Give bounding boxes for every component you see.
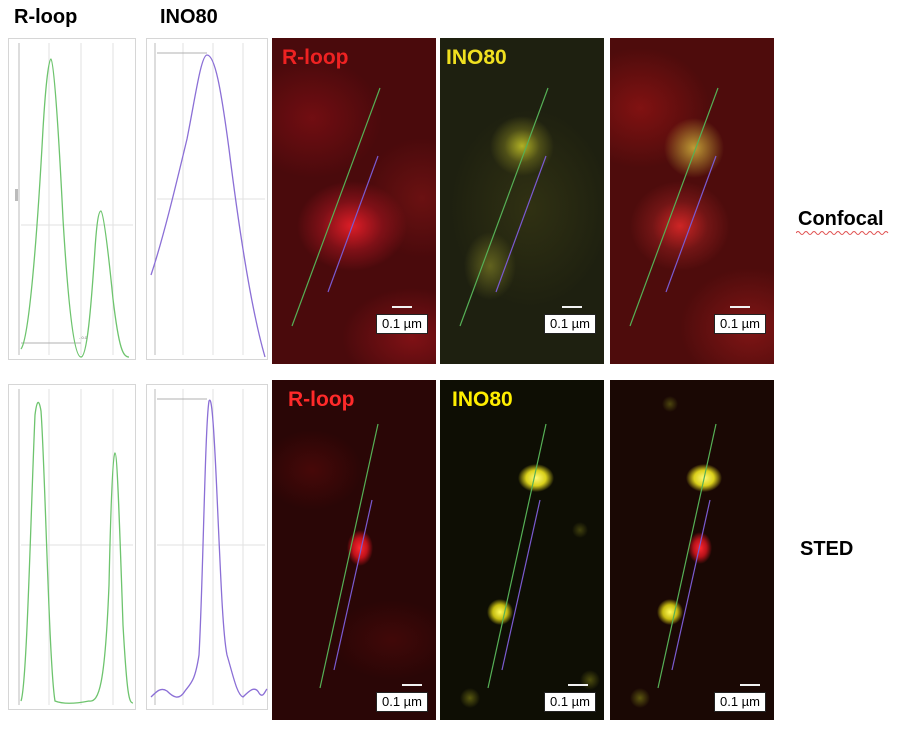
scale-bar (402, 684, 422, 686)
svg-text:- 0.0: - 0.0 (79, 335, 88, 340)
spellcheck-underline (796, 231, 889, 235)
profile-plot-ino80-sted (146, 384, 268, 710)
line-rois-confocal-merge (629, 87, 719, 327)
profile-plot-rloop-confocal: - 0.0 (8, 38, 136, 360)
header-rloop: R-loop (14, 6, 78, 28)
scale-label: 0.1 µm (544, 314, 597, 334)
micrograph-sted-rloop: R-loop 0.1 µm (272, 380, 436, 720)
micrograph-confocal-ino80: INO80 0.1 µm (440, 38, 604, 364)
profile-plot-rloop-sted (8, 384, 136, 710)
scale-label: 0.1 µm (376, 692, 429, 712)
line-rois-sted-rloop (319, 423, 379, 689)
profile-plot-rloop-sted-svg (18, 389, 134, 705)
micrograph-sted-ino80: INO80 0.1 µm (440, 380, 604, 720)
micrograph-confocal-merge: 0.1 µm (610, 38, 774, 364)
scale-label: 0.1 µm (714, 692, 767, 712)
row-label-sted: STED (800, 538, 854, 560)
channel-label-rloop: R-loop (288, 388, 355, 411)
scale-bar (730, 306, 750, 308)
line-rois-confocal-rloop (291, 87, 381, 327)
scale-label: 0.1 µm (714, 314, 767, 334)
scale-bar (392, 306, 412, 308)
profile-plot-rloop-confocal-svg: - 0.0 (15, 43, 133, 358)
line-rois-sted-ino80 (487, 423, 547, 689)
profile-plot-ino80-sted-svg (150, 389, 268, 705)
micrograph-sted-merge: 0.1 µm (610, 380, 774, 720)
line-rois-confocal-ino80 (459, 87, 549, 327)
channel-label-ino80: INO80 (452, 388, 513, 411)
scale-bar (562, 306, 582, 308)
scale-bar (740, 684, 760, 686)
micrograph-confocal-rloop: R-loop 0.1 µm (272, 38, 436, 364)
channel-label-rloop: R-loop (282, 46, 349, 69)
scale-bar (568, 684, 588, 686)
channel-label-ino80: INO80 (446, 46, 507, 69)
header-ino80: INO80 (160, 6, 218, 28)
line-rois-sted-merge (657, 423, 717, 689)
profile-plot-ino80-confocal-svg (150, 43, 266, 358)
row-label-confocal: Confocal (798, 208, 884, 230)
scale-label: 0.1 µm (544, 692, 597, 712)
profile-plot-ino80-confocal (146, 38, 268, 360)
scale-label: 0.1 µm (376, 314, 429, 334)
